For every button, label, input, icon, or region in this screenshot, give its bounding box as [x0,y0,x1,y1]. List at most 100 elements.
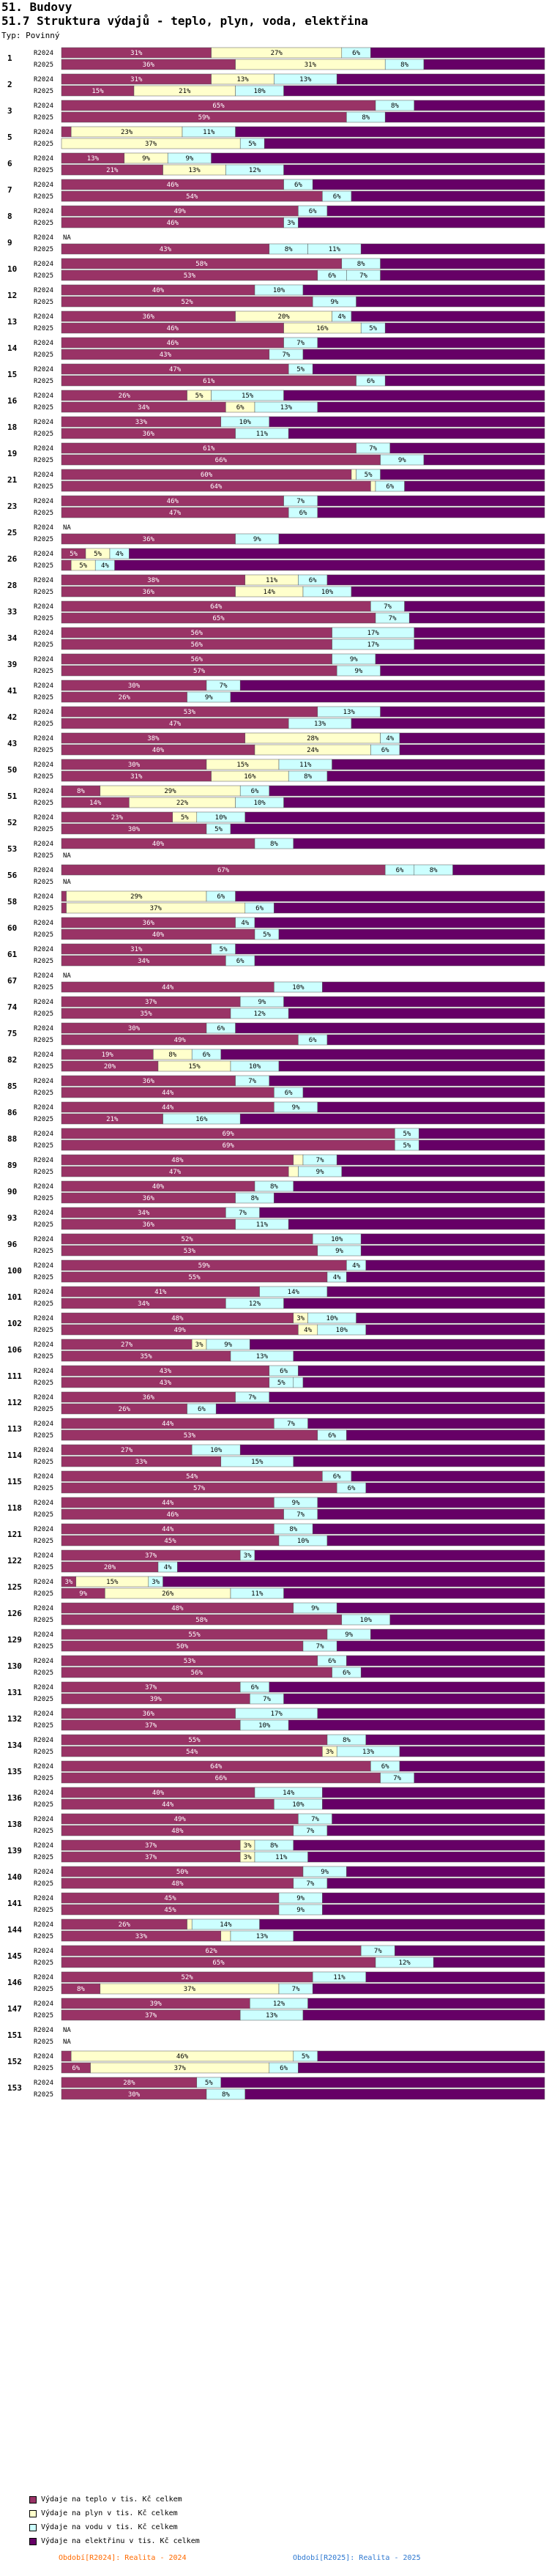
data-label: 49% [174,1816,187,1823]
period-label: R2024 [34,656,53,663]
bar-segment-elektrina [365,1482,545,1494]
data-label: 20% [277,313,290,321]
period-label: R2024 [34,472,53,479]
period-label: R2025 [34,800,53,807]
category-group-75: 75 R2024 30% 6% R2025 49% 6% [7,1022,545,1046]
data-label: 5% [79,562,87,570]
bar-segment-plyn [370,480,376,492]
period-label: R2025 [34,1432,53,1440]
data-label: 11% [333,1974,346,1981]
period-label: R2025 [34,220,53,227]
data-label: 34% [138,1210,150,1217]
data-label: 56% [191,641,203,649]
data-label: 26% [119,1921,131,1929]
bar-segment-elektrina [269,416,545,428]
data-label: 5% [220,946,228,953]
bar-segment-elektrina [239,1444,545,1456]
bar-segment-elektrina [317,1508,545,1520]
category-label: 106 [7,1345,22,1355]
data-label: 36% [143,920,155,927]
data-label: 24% [307,747,319,754]
category-group-34: 34 R2024 56% 17% R2025 56% 17% [7,627,545,650]
data-label: 6% [251,788,259,795]
period-label: R2024 [34,1368,53,1375]
period-label: R2025 [34,193,53,201]
period-label: R2025 [34,773,53,781]
period-label: R2024 [34,1315,53,1322]
bar-segment-plyn [220,1930,231,1942]
bar-segment-elektrina [269,1075,545,1087]
data-label: 15% [92,88,104,95]
category-label: 16 [7,396,18,406]
category-group-42: 42 R2024 53% 13% R2025 47% 13% [7,706,545,729]
data-label: 57% [193,1485,206,1492]
period-label: R2024 [34,1447,53,1454]
period-label: R2025 [34,431,53,438]
data-label: 31% [305,62,317,69]
data-label: 49% [174,1327,187,1334]
category-label: 82 [7,1055,17,1065]
period-label: R2024 [34,1579,53,1586]
data-label: 36% [143,1195,155,1202]
bar-segment-elektrina [269,785,545,797]
period-label: R2024 [34,1210,53,1217]
category-group-134: 134 R2024 55% 8% R2025 54% 3% 13% [7,1734,545,1757]
data-label: 8% [222,2091,230,2099]
bar-segment-elektrina [336,1154,545,1166]
bar-segment-elektrina [288,428,545,439]
data-label: 56% [191,656,203,663]
data-label: 38% [147,577,160,584]
category-group-3: 3 R2024 65% 8% R2025 59% 8% [7,100,545,123]
type-label: Typ: Povinný [1,31,60,40]
bar-segment-elektrina [312,179,545,190]
data-label: 35% [140,1010,152,1018]
data-label: 47% [169,510,182,517]
data-label: 30% [128,762,141,769]
bar-segment-elektrina [356,1312,545,1324]
bar-segment-elektrina [380,269,545,281]
data-label: 9% [350,656,358,663]
data-label: 7% [384,603,392,611]
bar-segment-teplo [61,902,67,914]
category-group-100: 100 R2024 59% 4% R2025 55% 4% [7,1259,545,1283]
bar-segment-elektrina [215,1403,545,1415]
data-label: 15% [188,1063,201,1071]
data-label: 6% [367,378,375,385]
period-label: R2025 [34,457,53,464]
period-label: R2024 [34,577,53,584]
category-group-7: 7 R2024 46% 6% R2025 54% 6% [7,179,545,202]
category-group-153: 153 R2024 28% 5% R2025 30% 8% [7,2077,545,2100]
period-label: R2024 [34,999,53,1006]
bar-segment-elektrina [293,838,545,849]
category-label: 42 [7,712,17,722]
data-label: 57% [193,668,206,675]
bar-segment-elektrina [293,1350,545,1362]
bar-segment-elektrina [326,1877,545,1889]
category-label: 147 [7,2004,22,2014]
data-label: 13% [280,404,293,412]
na-label: NA [63,2039,71,2046]
period-label: R2025 [34,721,53,728]
category-label: 13 [7,317,17,327]
bar-segment-elektrina [414,627,545,639]
data-label: 17% [367,630,380,637]
category-group-12: 12 R2024 40% 10% R2025 52% 9% [7,284,545,308]
period-label: R2024 [34,735,53,742]
category-label: 114 [7,1451,22,1460]
data-label: 10% [253,800,266,807]
legend-item-elektrina: Výdaje na elektřinu v tis. Kč celkem [29,2534,200,2548]
category-group-6: 6 R2024 13% 9% 9% R2025 21% 13% 12% [7,152,545,176]
data-label: 11% [203,129,215,136]
category-label: 51 [7,792,18,801]
bar-segment-elektrina [211,152,545,164]
data-label: 44% [162,1090,174,1097]
data-label: 13% [343,709,356,716]
page-title: 51. Budovy [1,0,72,14]
period-label: R2024 [34,1921,53,1929]
data-label: 7% [306,1828,314,1835]
category-group-131: 131 R2024 37% 6% R2025 39% 7% [7,1681,545,1705]
footer-period-2025: Období[R2025]: Realita - 2025 [293,2554,421,2562]
bar-segment-plyn [288,1166,299,1177]
category-label: 90 [7,1187,17,1196]
data-label: 6% [348,1485,356,1492]
